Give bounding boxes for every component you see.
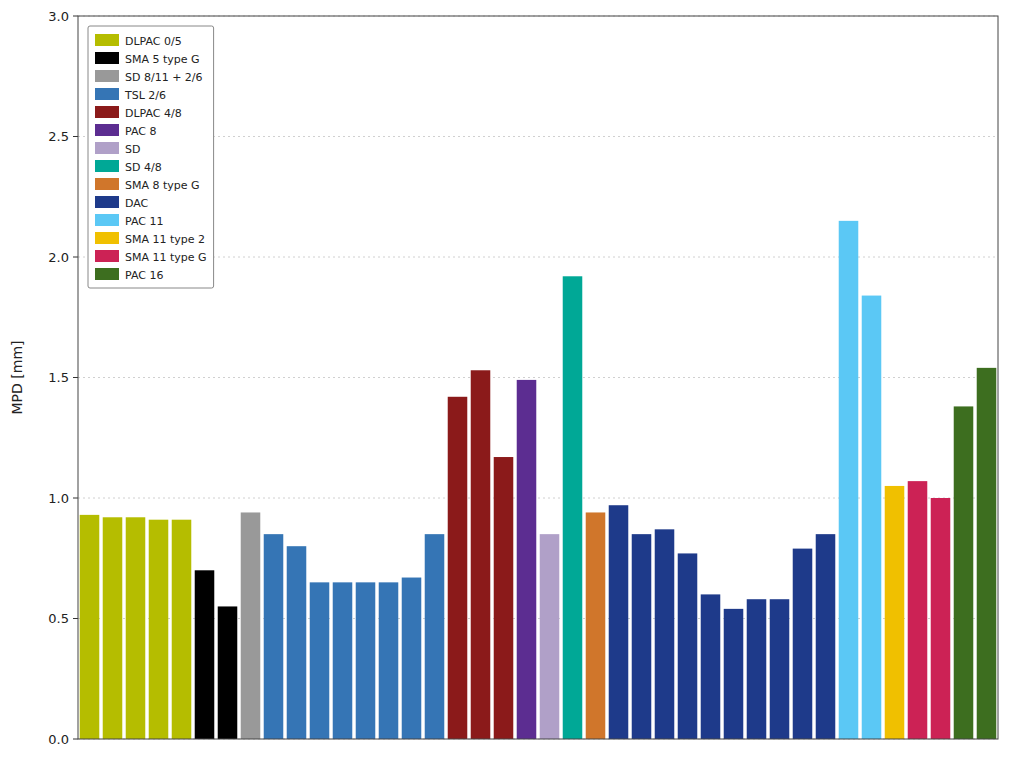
bar: [724, 609, 744, 739]
bar: [310, 582, 330, 739]
bar: [379, 582, 399, 739]
bar: [655, 529, 675, 739]
legend-swatch: [95, 196, 119, 208]
legend-label: DAC: [125, 197, 149, 210]
bar: [195, 570, 215, 739]
legend-swatch: [95, 106, 119, 118]
bar: [218, 606, 238, 739]
tick-mark: [73, 16, 78, 17]
tick-mark: [73, 136, 78, 137]
bar: [517, 380, 537, 739]
grid-line: [78, 618, 998, 619]
tick-label: 0.0: [48, 732, 69, 747]
bar: [448, 397, 468, 739]
bar: [816, 534, 836, 739]
legend-label: DLPAC 4/8: [125, 107, 182, 120]
tick-label: 2.5: [48, 129, 69, 144]
chart: 0.0 0.5 1.0 1.5 2.0 2.5 3.0 MPD [mm] DLPAC 0/5 SM…: [0, 0, 1014, 761]
legend-swatch: [95, 124, 119, 136]
tick-mark: [73, 618, 78, 619]
legend-swatch: [95, 232, 119, 244]
tick-mark: [73, 257, 78, 258]
legend-label: TSL 2/6: [124, 89, 166, 102]
bar: [425, 534, 445, 739]
bar: [264, 534, 284, 739]
tick-mark: [73, 498, 78, 499]
legend-swatch: [95, 34, 119, 46]
legend-label: DLPAC 0/5: [125, 35, 182, 48]
bar: [402, 578, 422, 739]
bar: [770, 599, 790, 739]
legend-label: PAC 8: [125, 125, 156, 138]
bar: [908, 481, 928, 739]
plot-frame: [78, 16, 998, 739]
tick-mark: [73, 739, 78, 740]
tick-label: 3.0: [48, 9, 69, 24]
tick-label: 0.5: [48, 611, 69, 626]
bar: [954, 406, 974, 739]
legend-label: SD 8/11 + 2/6: [125, 71, 203, 84]
bar: [471, 370, 491, 739]
tick-label: 1.0: [48, 491, 69, 506]
legend-label: SMA 8 type G: [125, 179, 200, 192]
bar: [862, 296, 882, 739]
grid-line: [78, 377, 998, 378]
tick-label: 2.0: [48, 250, 69, 265]
bar: [747, 599, 767, 739]
legend-swatch: [95, 160, 119, 172]
bars: [80, 221, 997, 739]
legend-swatch: [95, 88, 119, 100]
legend-label: SMA 5 type G: [125, 53, 200, 66]
tick-label: 1.5: [48, 370, 69, 385]
grid-line: [78, 136, 998, 137]
bar: [586, 512, 606, 739]
bar: [356, 582, 376, 739]
y-axis-label: MPD [mm]: [9, 341, 25, 415]
y-ticks: 0.0 0.5 1.0 1.5 2.0 2.5 3.0: [48, 9, 78, 747]
legend-swatch: [95, 268, 119, 280]
legend-box: [88, 26, 214, 288]
bar: [977, 368, 997, 739]
legend-label: PAC 16: [125, 269, 163, 282]
background: [0, 0, 1014, 761]
bar: [241, 512, 261, 739]
bar: [172, 520, 192, 739]
bar: [563, 276, 583, 739]
legend-label: SD: [125, 143, 140, 156]
bar: [793, 549, 813, 739]
legend-swatch: [95, 70, 119, 82]
legend-swatch: [95, 250, 119, 262]
bar: [678, 553, 698, 739]
legend-swatch: [95, 214, 119, 226]
legend-label: PAC 11: [125, 215, 163, 228]
legend: DLPAC 0/5 SMA 5 type G SD 8/11 + 2/6 TSL 2/…: [88, 26, 214, 288]
bar: [632, 534, 652, 739]
bar: [839, 221, 859, 739]
bar: [494, 457, 514, 739]
bar: [126, 517, 146, 739]
grid: [78, 16, 998, 739]
legend-label: SMA 11 type 2: [125, 233, 205, 246]
grid-line: [78, 498, 998, 499]
bar: [931, 498, 951, 739]
bar: [149, 520, 169, 739]
legend-label: SMA 11 type G: [125, 251, 207, 264]
bar: [540, 534, 560, 739]
bar: [103, 517, 123, 739]
bar: [80, 515, 100, 739]
legend-swatch: [95, 52, 119, 64]
bar: [885, 486, 905, 739]
bar: [333, 582, 353, 739]
grid-line: [78, 257, 998, 258]
bar: [609, 505, 629, 739]
legend-swatch: [95, 178, 119, 190]
bar: [701, 594, 721, 739]
legend-label: SD 4/8: [125, 161, 162, 174]
legend-swatch: [95, 142, 119, 154]
bar: [287, 546, 307, 739]
tick-mark: [73, 377, 78, 378]
